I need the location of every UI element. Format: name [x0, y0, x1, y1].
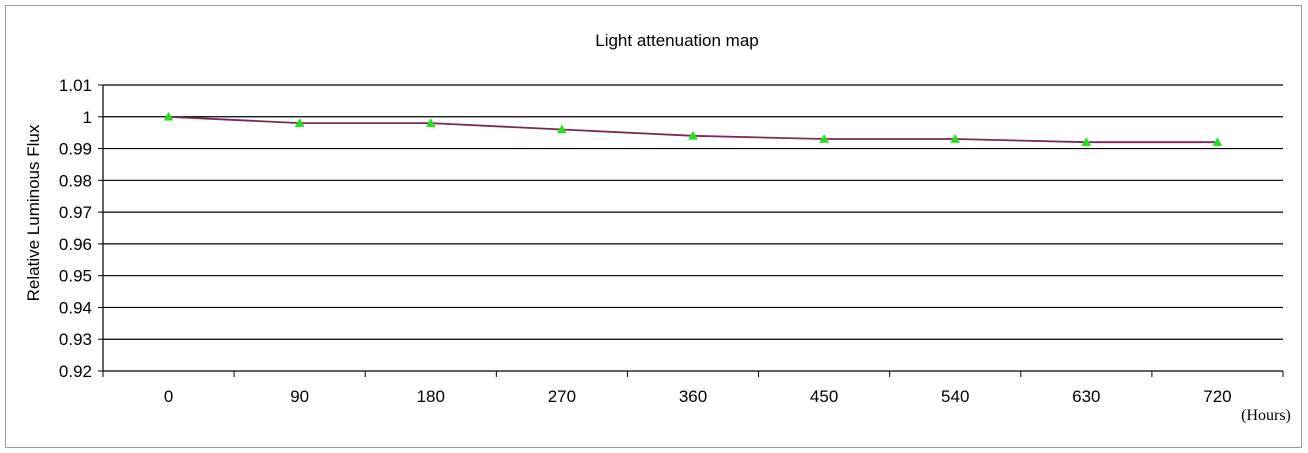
data-point-marker [688, 130, 698, 140]
series-group [163, 111, 1223, 146]
x-tick-label: 450 [810, 387, 838, 406]
x-axis-unit: (Hours) [1241, 407, 1291, 424]
x-tick-label: 630 [1072, 387, 1100, 406]
y-tick-labels: 0.92 0.93 0.94 0.95 0.96 0.97 0.98 0.99 1 1.01 [59, 76, 92, 381]
y-tick-label: 0.98 [59, 171, 92, 190]
chart-title: Light attenuation map [595, 31, 759, 50]
data-point-marker [294, 118, 305, 127]
data-point-marker [163, 111, 174, 121]
x-tick-label: 720 [1203, 387, 1231, 406]
y-tick-label: 0.92 [59, 362, 92, 381]
chart-frame [5, 5, 1302, 448]
axes [98, 84, 1284, 377]
data-point-marker [950, 134, 961, 143]
x-tick-label: 90 [290, 387, 309, 406]
data-point-marker [425, 118, 436, 127]
y-axis-label: Relative Luminous Flux [24, 124, 43, 301]
gridlines [103, 84, 1283, 340]
data-point-marker [556, 124, 567, 134]
y-tick-label: 0.93 [59, 330, 92, 349]
x-tick-label: 360 [679, 387, 707, 406]
x-tick-label: 0 [164, 387, 173, 406]
data-point-marker [819, 134, 830, 143]
y-tick-label: 0.97 [59, 203, 92, 222]
y-tick-label: 0.94 [59, 298, 92, 317]
x-tick-label: 270 [548, 387, 576, 406]
x-tick-labels: 0 90 180 270 360 450 540 630 720 [164, 387, 1232, 406]
y-tick-label: 0.96 [59, 235, 92, 254]
y-tick-label: 0.95 [59, 267, 92, 286]
y-tick-label: 1.01 [59, 76, 92, 95]
data-point-marker [1212, 137, 1223, 146]
y-tick-label: 1 [83, 108, 92, 127]
y-tick-label: 0.99 [59, 140, 92, 159]
data-point-marker [1081, 137, 1092, 146]
x-tick-label: 540 [941, 387, 969, 406]
x-tick-label: 180 [417, 387, 445, 406]
